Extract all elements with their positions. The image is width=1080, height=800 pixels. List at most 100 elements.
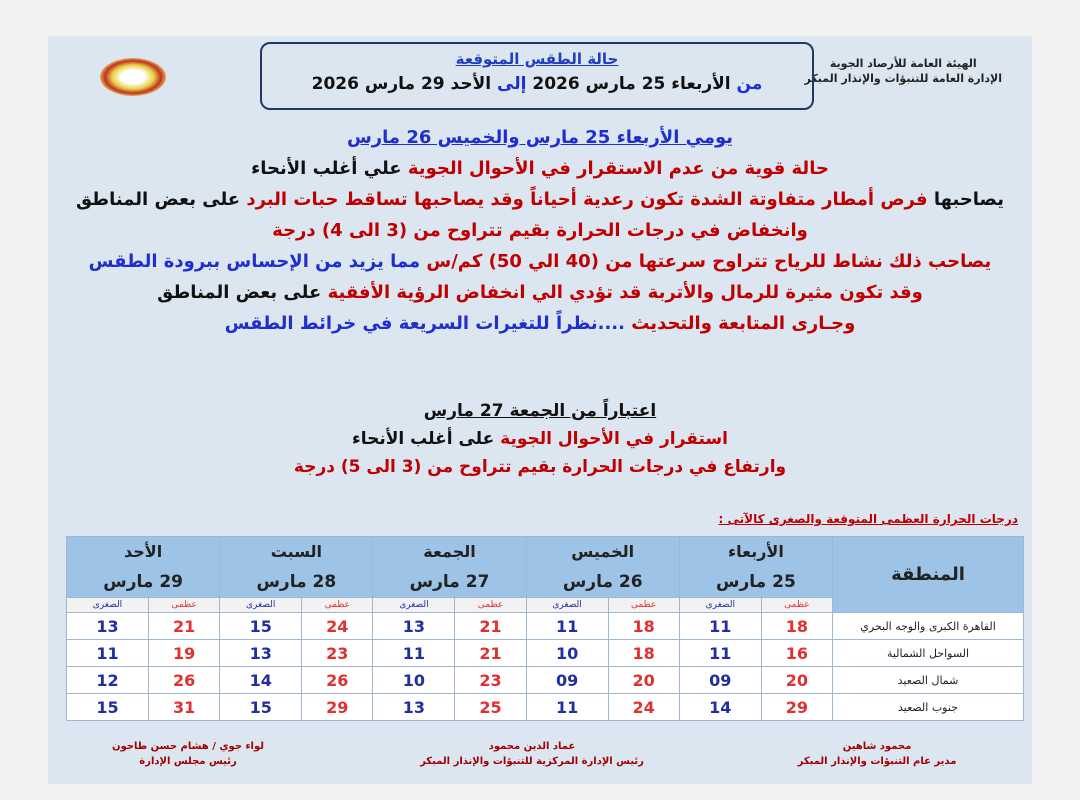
text: استقرار في الأحوال الجوية (500, 429, 728, 449)
org-line2: الإدارة العامة للتنبؤات والإنذار المبكر (804, 72, 1002, 85)
max-temp-cell: 23 (454, 666, 527, 694)
line: استقرار في الأحوال الجوية على أغلب الأنح… (48, 425, 1032, 453)
line: وجـارى المتابعة والتحديث ....نظراً للتغي… (48, 308, 1032, 339)
min-label: الصغرى (66, 597, 149, 613)
region-header: المنطقة (832, 536, 1024, 613)
day-name: الأحد (124, 542, 163, 561)
max-label: عظمى (454, 597, 527, 613)
text: علي أغلب الأنحاء (251, 158, 402, 179)
max-temp-cell: 29 (760, 693, 834, 721)
day-date: 28 مارس (256, 572, 337, 592)
min-label: الصغرى (219, 597, 303, 613)
signature-2: عماد الدين محمود رئيس الإدارة المركزية لل… (402, 739, 662, 769)
min-label: الصغرى (678, 597, 762, 613)
max-temp-cell: 25 (454, 693, 527, 721)
max-temp-cell: 29 (301, 693, 374, 721)
sig-name: محمود شاهين (842, 741, 912, 752)
min-temp-cell: 10 (372, 666, 456, 694)
max-temp-cell: 26 (147, 666, 221, 694)
min-temp-cell: 11 (525, 693, 609, 721)
min-temp-cell: 13 (372, 612, 456, 640)
day-date: 29 مارس (103, 572, 183, 592)
min-temp-cell: 12 (66, 666, 149, 694)
table-row: القاهرة الكبرى والوجه البحري 18 11 18 11 21 13… (66, 612, 1024, 640)
section-1: يومي الأربعاء 25 مارس والخميس 26 مارس حا… (48, 122, 1032, 339)
text: ....نظراً للتغيرات السريعة في خرائط الطق… (224, 313, 625, 334)
signature-3: لواء جوي / هشام حسن طاحون رئيس مجلس الإدا… (88, 739, 288, 769)
day-name: الأربعاء (727, 542, 784, 561)
sig-title: مدير عام التنبؤات والإنذار المبكر (797, 756, 957, 767)
temperature-table: المنطقة الأربعاء 25 مارس الخميس 26 مارس ال… (65, 536, 1024, 721)
day-header: الخميس 26 مارس (525, 536, 680, 598)
min-temp-cell: 13 (372, 693, 456, 721)
bulletin-period: من الأربعاء 25 مارس 2026 إلى الأحد 29 ما… (262, 74, 812, 94)
max-temp-cell: 16 (760, 639, 834, 667)
text: فرص أمطار متفاوتة الشدة تكون رعدية أحيان… (246, 189, 928, 210)
max-temp-cell: 21 (147, 612, 221, 640)
day-date: 25 مارس (716, 572, 796, 592)
table-row: جنوب الصعيد 29 14 24 11 25 13 29 15 31 15 (66, 693, 1024, 721)
max-temp-cell: 20 (607, 666, 680, 694)
sig-name: لواء جوي / هشام حسن طاحون (111, 741, 265, 752)
sig-title: رئيس مجلس الإدارة (139, 756, 237, 767)
text: يصاحب ذلك نشاط للرياح تتراوح سرعتها من (… (426, 251, 992, 272)
min-temp-cell: 15 (219, 693, 303, 721)
text: وقد تكون مثيرة للرمال والأتربة قد تؤدي ا… (327, 282, 923, 303)
to-date: الأحد 29 مارس 2026 (311, 74, 492, 94)
min-temp-cell: 10 (525, 639, 609, 667)
line: يصاحب ذلك نشاط للرياح تتراوح سرعتها من (… (48, 246, 1032, 277)
min-temp-cell: 11 (66, 639, 149, 667)
line: وانخفاض في درجات الحرارة بقيم تتراوح من … (272, 220, 808, 241)
logo (100, 58, 166, 96)
min-temp-cell: 13 (219, 639, 303, 667)
day-name: الجمعة (423, 542, 476, 561)
text: على أغلب الأنحاء (352, 429, 495, 449)
min-temp-cell: 14 (219, 666, 303, 694)
region-cell: القاهرة الكبرى والوجه البحري (832, 612, 1024, 640)
line: وقد تكون مثيرة للرمال والأتربة قد تؤدي ا… (48, 277, 1032, 308)
region-cell: جنوب الصعيد (832, 693, 1024, 721)
table-caption: درجات الحرارة العظمى المتوقعة والصغرى كا… (718, 512, 1018, 526)
min-temp-cell: 09 (678, 666, 762, 694)
max-label: عظمى (760, 597, 834, 613)
max-temp-cell: 24 (607, 693, 680, 721)
max-temp-cell: 21 (454, 612, 527, 640)
day-name: السبت (270, 542, 322, 561)
min-temp-cell: 11 (372, 639, 456, 667)
min-temp-cell: 11 (678, 612, 762, 640)
to-label: إلى (497, 74, 527, 94)
min-temp-cell: 11 (678, 639, 762, 667)
day-date: 27 مارس (409, 572, 490, 592)
organization-name: الهيئة العامة للأرصاد الجوية الإدارة الع… (805, 56, 1002, 86)
min-temp-cell: 14 (678, 693, 762, 721)
day-name: الخميس (571, 542, 635, 561)
max-temp-cell: 18 (760, 612, 834, 640)
region-cell: شمال الصعيد (832, 666, 1024, 694)
section-1-heading: يومي الأربعاء 25 مارس والخميس 26 مارس (346, 127, 734, 148)
min-temp-cell: 09 (525, 666, 609, 694)
line: وارتفاع في درجات الحرارة بقيم تتراوح من … (293, 457, 787, 477)
max-temp-cell: 18 (607, 639, 680, 667)
min-temp-cell: 15 (219, 612, 303, 640)
text: وجـارى المتابعة والتحديث (631, 313, 856, 334)
section-2-heading: اعتباراً من الجمعة 27 مارس (423, 401, 657, 421)
sig-title: رئيس الإدارة المركزية للتنبؤات والإنذار … (420, 756, 644, 767)
header-box: حالة الطقس المتوقعة من الأربعاء 25 مارس … (260, 42, 814, 110)
day-date: 26 مارس (562, 572, 643, 592)
max-temp-cell: 24 (301, 612, 374, 640)
section-2: اعتباراً من الجمعة 27 مارس استقرار في ال… (48, 397, 1032, 481)
sig-name: عماد الدين محمود (488, 741, 576, 752)
bulletin-page: الهيئة العامة للأرصاد الجوية الإدارة الع… (48, 36, 1032, 784)
from-label: من (736, 74, 763, 94)
day-header: السبت 28 مارس (219, 536, 374, 598)
max-label: عظمى (147, 597, 221, 613)
region-cell: السواحل الشمالية (832, 639, 1024, 667)
line: يصاحبها فرص أمطار متفاوتة الشدة تكون رعد… (48, 184, 1032, 215)
max-label: عظمى (301, 597, 374, 613)
max-temp-cell: 23 (301, 639, 374, 667)
text: حالة قوية من عدم الاستقرار في الأحوال ال… (407, 158, 829, 179)
text: مما يزيد من الإحساس ببرودة الطقس (88, 251, 421, 272)
max-temp-cell: 18 (607, 612, 680, 640)
min-label: الصغرى (372, 597, 456, 613)
table-row: السواحل الشمالية 16 11 18 10 21 11 23 13 19 11 (66, 639, 1024, 667)
